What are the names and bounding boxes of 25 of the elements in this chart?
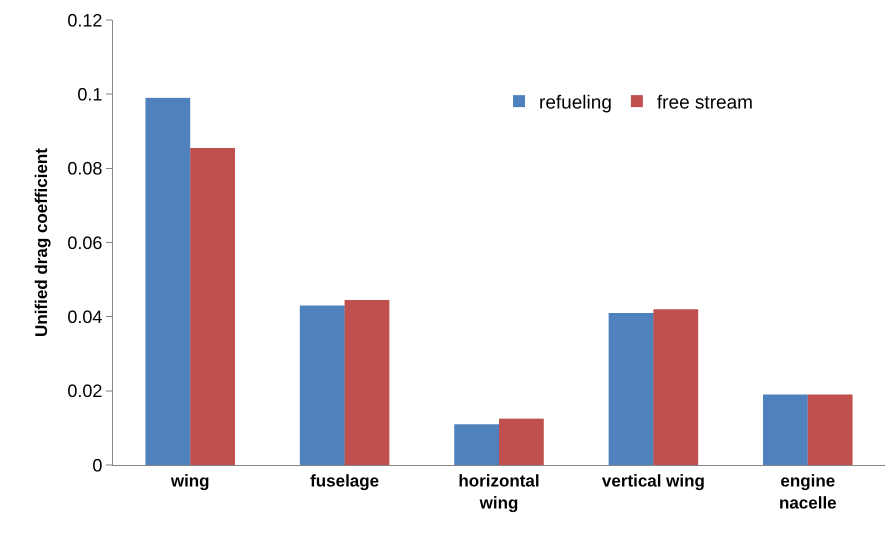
x-tick-label: vertical wing: [602, 471, 705, 490]
y-tick-label: 0.04: [67, 306, 102, 327]
bar: [499, 418, 544, 465]
y-tick-label: 0.02: [67, 381, 102, 402]
y-axis-title: Unified drag coefficient: [32, 148, 51, 337]
bar: [608, 312, 654, 465]
bar: [145, 98, 190, 465]
bar: [763, 394, 808, 465]
bar: [344, 300, 390, 465]
y-tick-label: 0: [92, 455, 102, 476]
y-tick-label: 0.1: [77, 84, 102, 104]
y-tick-label: 0.12: [67, 10, 102, 30]
bar: [190, 148, 235, 465]
x-tick-label: fuselage: [310, 471, 380, 490]
legend-label: free stream: [656, 92, 753, 114]
x-tick-label: wing: [170, 471, 210, 490]
y-tick-label: 0.08: [67, 158, 102, 179]
bar: [653, 309, 698, 465]
x-tick-label: horizontal wing: [458, 471, 540, 512]
legend-label: refueling: [539, 92, 612, 114]
bar: [808, 394, 853, 465]
y-tick-label: 0.06: [67, 232, 102, 253]
bar: [454, 424, 499, 465]
x-tick-label: engine nacelle: [778, 471, 837, 512]
bar: [300, 306, 345, 465]
